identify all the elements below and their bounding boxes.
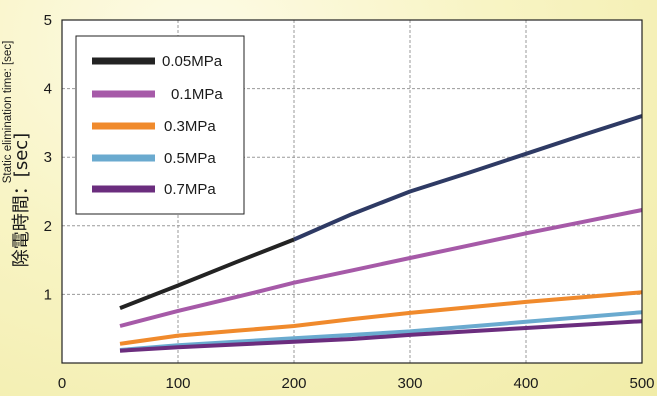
series-line-0.1MPa xyxy=(119,208,643,328)
legend-label: 0.05MPa xyxy=(162,53,223,70)
plot-border xyxy=(61,19,643,364)
y-axis-label: 除電時間：[sec] xyxy=(11,133,32,267)
y-axis-title: 除電時間：[sec] Static elimination time: [sec… xyxy=(2,41,32,267)
x-tick-label: 100 xyxy=(165,375,190,392)
legend-label: 0.1MPa xyxy=(171,86,223,103)
legend-label: 0.7MPa xyxy=(164,181,216,198)
y-tick-label: 4 xyxy=(44,81,52,98)
plot-frame xyxy=(61,19,643,364)
x-tick-label: 400 xyxy=(513,375,538,392)
y-tick-label: 3 xyxy=(44,149,52,166)
legend: 0.05MPa 0.1MPa 0.3MPa 0.5MPa 0.7MPa xyxy=(75,35,245,215)
legend-box xyxy=(75,35,245,215)
x-tick-label: 200 xyxy=(281,375,306,392)
series-line-0.5MPa xyxy=(119,310,643,352)
series-line-0.3MPa xyxy=(119,290,643,346)
legend-label: 0.5MPa xyxy=(164,150,216,167)
tick-labels: 0 100 200 300 400 500 1 2 3 4 5 xyxy=(44,12,655,392)
series-lines xyxy=(119,114,643,353)
y-tick-label: 1 xyxy=(44,286,52,303)
series-line-0.05MPa xyxy=(119,237,295,310)
series-line-0.05MPa-upper xyxy=(293,114,643,242)
series-line-0.7MPa xyxy=(119,319,643,353)
legend-label: 0.3MPa xyxy=(164,118,216,135)
y-axis-label-english: Static elimination time: [sec] xyxy=(2,41,14,184)
x-tick-label: 500 xyxy=(629,375,654,392)
x-tick-label: 0 xyxy=(58,375,66,392)
x-tick-label: 300 xyxy=(397,375,422,392)
y-tick-label: 2 xyxy=(44,218,52,235)
y-tick-label: 5 xyxy=(44,12,52,29)
